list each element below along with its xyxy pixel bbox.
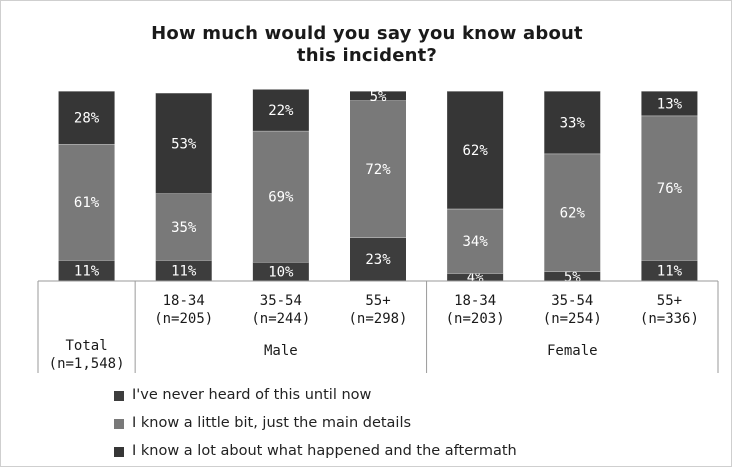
legend-label-little-bit: I know a little bit, just the main detai… <box>132 415 412 431</box>
data-label: 13% <box>657 96 683 112</box>
bar-segment-0-0 <box>58 260 115 281</box>
bar-segment-1-1 <box>155 193 212 261</box>
group-label-female: Female <box>547 343 598 359</box>
bar-segment-6-1 <box>641 115 698 261</box>
bar-segment-6-0 <box>641 260 698 281</box>
bar-segment-5-2 <box>544 91 601 154</box>
data-label: 28% <box>74 111 100 127</box>
bar-segment-2-2 <box>252 89 309 131</box>
category-label-line-1: 55+ <box>657 293 682 309</box>
data-label: 23% <box>365 252 391 268</box>
bar-segment-2-1 <box>252 130 309 262</box>
category-label-line-2: (n=205) <box>154 311 213 327</box>
legend-swatch-never-heard <box>114 391 124 401</box>
bar-segment-4-1 <box>447 208 504 274</box>
bar-segment-5-1 <box>544 153 601 272</box>
bar-segment-1-2 <box>155 92 212 194</box>
bar-segment-3-0 <box>350 237 406 281</box>
data-label: 62% <box>462 143 488 159</box>
chart-title-line-1: How much would you say you know about <box>151 23 583 44</box>
bar-segment-4-0 <box>447 273 504 281</box>
data-label: 72% <box>365 162 391 178</box>
bar-segment-1-0 <box>155 260 212 281</box>
category-label-line-1: 18-34 <box>163 293 205 309</box>
bar-segment-6-2 <box>641 91 698 116</box>
category-label-line-2: (n=244) <box>251 311 310 327</box>
bar-segment-3-2 <box>350 91 406 101</box>
category-label-line-2: (n=203) <box>446 311 505 327</box>
bar-segment-2-0 <box>252 262 309 281</box>
data-label: 61% <box>74 195 100 211</box>
data-label: 76% <box>657 181 683 197</box>
bar-segment-0-2 <box>58 91 115 145</box>
data-label: 11% <box>657 264 683 280</box>
bar-segment-3-1 <box>350 100 406 238</box>
data-label: 10% <box>268 265 294 281</box>
category-label-line-2: (n=336) <box>640 311 699 327</box>
category-label-line-2: (n=298) <box>348 311 407 327</box>
data-label: 22% <box>268 103 294 119</box>
category-label-line-1: 35-54 <box>260 293 302 309</box>
legend-swatch-little-bit <box>114 419 124 429</box>
legend-label-know-a-lot: I know a lot about what happened and the… <box>132 443 517 459</box>
group-label-male: Male <box>264 343 298 359</box>
category-label-line-1: 35-54 <box>551 293 593 309</box>
data-label: 5% <box>370 89 387 105</box>
data-label: 62% <box>560 206 586 222</box>
data-label: 69% <box>268 189 294 205</box>
category-label-line-1: 18-34 <box>454 293 496 309</box>
data-label: 34% <box>462 234 488 250</box>
data-label: 53% <box>171 136 197 152</box>
bar-segment-5-0 <box>544 271 601 281</box>
category-label-line-2: (n=254) <box>543 311 602 327</box>
category-label-line-1: 55+ <box>365 293 390 309</box>
category-label-line-1: Total <box>65 338 107 354</box>
data-label: 11% <box>171 264 197 280</box>
data-label: 4% <box>467 270 484 286</box>
legend-swatch-know-a-lot <box>114 447 124 457</box>
data-label: 11% <box>74 264 100 280</box>
chart-title-line-2: this incident? <box>296 45 438 66</box>
data-label: 33% <box>560 115 586 131</box>
data-label: 5% <box>564 269 581 285</box>
legend-label-never-heard: I've never heard of this until now <box>132 387 372 403</box>
bar-segment-0-1 <box>58 144 115 261</box>
bar-segment-4-2 <box>447 91 504 209</box>
data-label: 35% <box>171 220 197 236</box>
category-label-line-2: (n=1,548) <box>49 356 125 372</box>
